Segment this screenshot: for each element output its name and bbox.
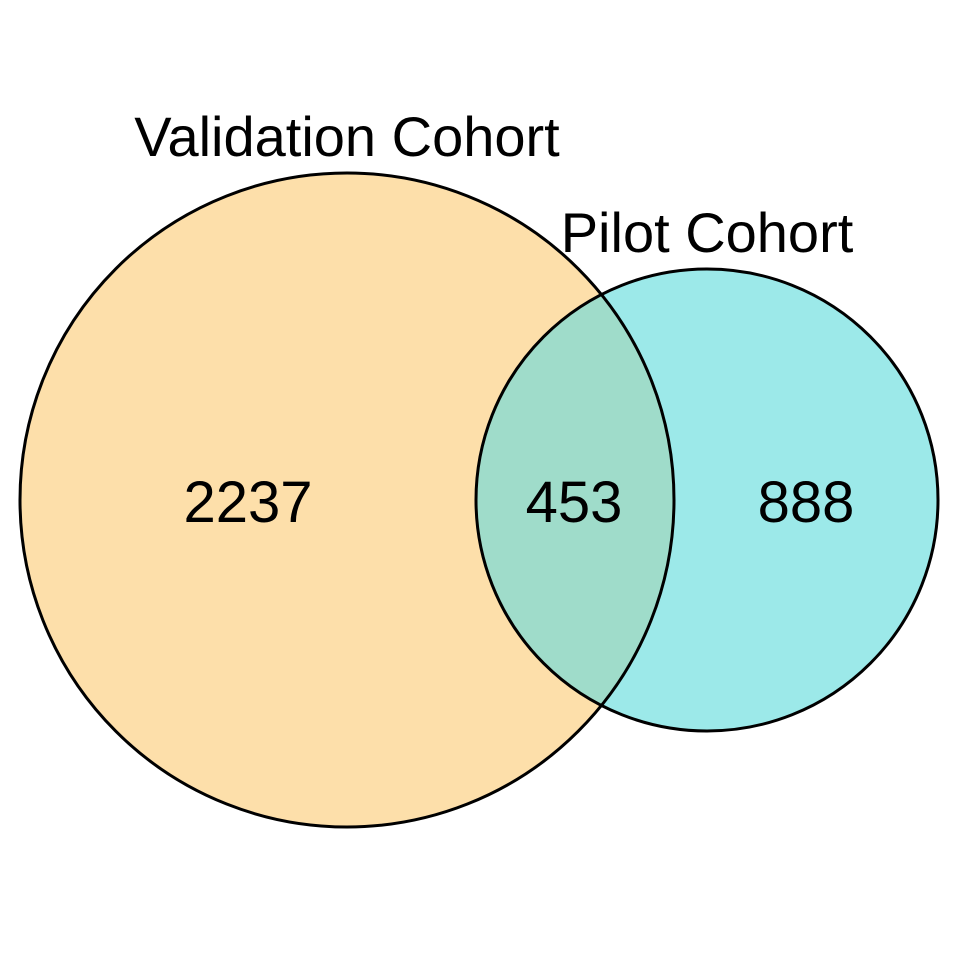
- validation-cohort-outline: [18, 171, 676, 829]
- pilot-cohort-label: Pilot Cohort: [561, 201, 854, 264]
- intersection-region: [476, 269, 674, 731]
- pilot-cohort-outline: [474, 267, 940, 733]
- pilot-only-count: 888: [758, 470, 855, 535]
- intersection-count: 453: [526, 470, 623, 535]
- validation-only-count: 2237: [183, 470, 312, 535]
- validation-cohort-circle: [20, 173, 674, 827]
- validation-cohort-label: Validation Cohort: [134, 105, 560, 168]
